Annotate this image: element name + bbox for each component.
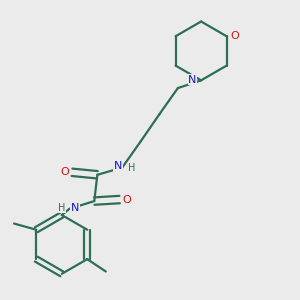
Text: N: N xyxy=(188,75,196,85)
Text: N: N xyxy=(114,161,122,171)
Text: N: N xyxy=(71,203,79,213)
Text: H: H xyxy=(128,163,136,172)
Text: H: H xyxy=(58,203,65,213)
Text: O: O xyxy=(230,31,239,40)
Text: O: O xyxy=(122,194,131,205)
Text: O: O xyxy=(61,167,70,177)
